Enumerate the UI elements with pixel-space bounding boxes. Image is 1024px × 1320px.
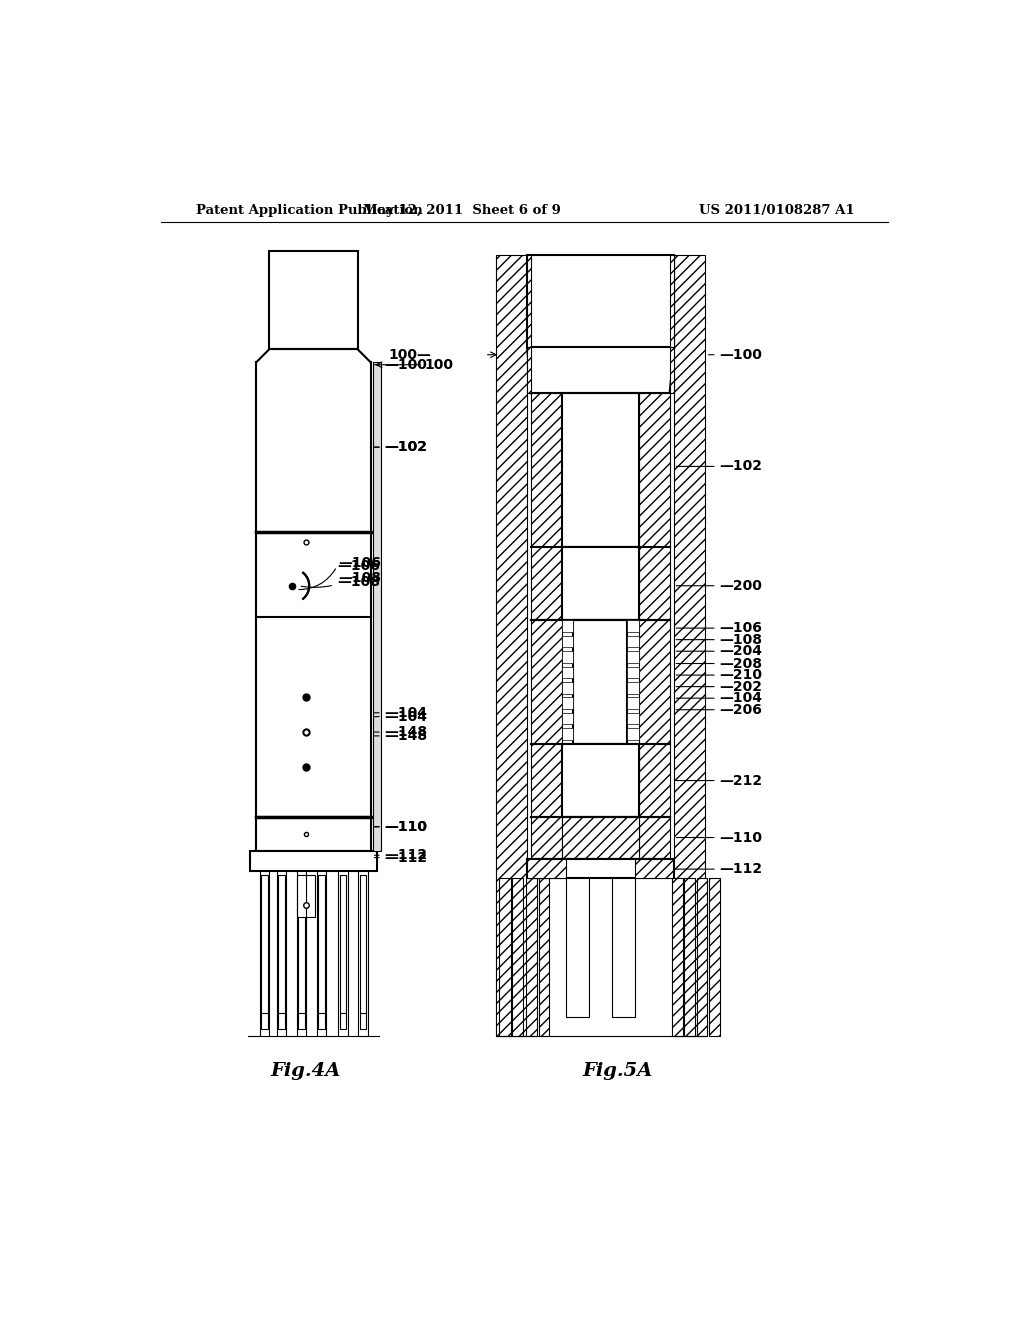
Bar [269,251,357,350]
Bar [639,548,670,620]
Bar [318,874,325,1028]
Bar [562,743,639,817]
Bar [562,651,573,663]
Bar [639,393,670,548]
Bar [562,729,573,739]
Bar [340,874,346,1028]
Bar [611,878,635,1016]
Text: —106: —106 [339,556,381,570]
Bar [499,878,511,1036]
Text: 100—: 100— [388,347,431,362]
Text: —102: —102 [375,440,428,454]
Bar [635,859,674,878]
Bar [527,255,531,347]
Text: May 12, 2011  Sheet 6 of 9: May 12, 2011 Sheet 6 of 9 [362,205,560,218]
Bar [360,874,367,1028]
Bar [562,620,573,632]
Bar [639,743,670,817]
Text: —104: —104 [375,710,428,723]
Text: —110: —110 [375,820,428,834]
Bar [684,878,695,1036]
Bar [261,874,267,1028]
Text: —102: —102 [375,440,428,454]
Text: —104: —104 [676,692,763,705]
Bar [562,636,573,647]
Bar [573,620,628,743]
Bar [628,697,639,709]
Bar [562,697,573,709]
Bar [562,713,573,725]
Bar [250,851,377,871]
Text: —204: —204 [676,644,763,659]
Bar [497,255,527,1036]
Bar [628,682,639,693]
Text: —148: —148 [375,725,428,739]
Text: —206: —206 [676,702,763,717]
Bar [279,874,285,1028]
Text: —106: —106 [676,622,763,635]
Text: —112: —112 [676,862,763,876]
Bar [565,878,589,1016]
Bar [531,548,562,620]
Text: —202: —202 [676,680,763,693]
Bar [527,859,565,878]
Text: —110: —110 [375,820,428,834]
Bar [562,548,639,620]
Bar [527,859,674,878]
Text: US 2011/0108287 A1: US 2011/0108287 A1 [698,205,854,218]
Text: Fig.4A: Fig.4A [271,1061,341,1080]
Bar [696,878,708,1036]
Bar [628,636,639,647]
Bar [527,347,531,393]
Bar [526,878,538,1036]
Bar [512,878,523,1036]
Text: —108: —108 [339,572,382,585]
Bar [373,363,381,851]
Text: —100: —100 [709,347,763,362]
Bar [628,620,639,632]
Bar [562,667,573,678]
Bar [709,878,720,1036]
Bar [628,713,639,725]
Text: —210: —210 [676,668,763,682]
Bar [639,620,670,743]
Bar [670,347,674,393]
Text: —102: —102 [676,459,763,474]
Bar [628,667,639,678]
Text: —104: —104 [375,706,428,719]
Bar [672,878,683,1036]
Bar [531,817,562,859]
Bar [527,255,674,347]
Bar [531,620,562,743]
Text: —212: —212 [676,774,763,788]
Bar [297,874,315,917]
Text: 100: 100 [425,358,454,372]
Bar [531,393,562,548]
Bar [298,874,304,1028]
Bar [562,817,639,859]
Bar [628,729,639,739]
Bar [562,682,573,693]
Text: Patent Application Publication: Patent Application Publication [196,205,423,218]
Text: Fig.5A: Fig.5A [583,1061,653,1080]
Text: —100: —100 [375,358,428,372]
Text: —148: —148 [375,729,428,743]
Bar [639,817,670,859]
Bar [539,878,550,1036]
Text: —200: —200 [676,578,763,593]
Text: —112: —112 [375,849,428,862]
Bar [670,255,674,347]
Bar [674,255,705,1036]
Text: —106
—108: —106 —108 [301,560,380,589]
Text: —112: —112 [375,850,428,865]
Bar [531,743,562,817]
Text: —208: —208 [676,656,763,671]
Text: —110: —110 [676,830,763,845]
Bar [628,651,639,663]
Bar [562,393,639,548]
Bar [256,817,371,851]
Text: —108: —108 [676,632,763,647]
